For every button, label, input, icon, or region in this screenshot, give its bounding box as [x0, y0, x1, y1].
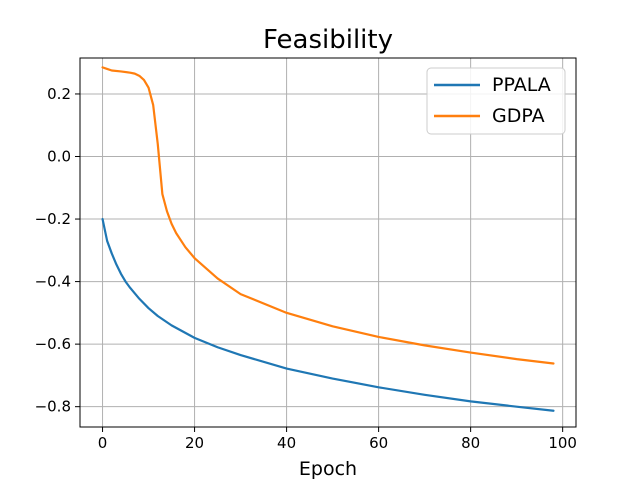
series-line-ppala [101, 217, 555, 412]
x-tick-label: 20 [185, 434, 204, 452]
y-tick-label: 0.2 [47, 85, 71, 103]
x-tick-label: 40 [277, 434, 296, 452]
y-tick-label: −0.6 [35, 335, 71, 353]
y-tick-label: 0.0 [47, 148, 71, 166]
series-line-gdpa [101, 66, 555, 365]
x-tick-label: 80 [461, 434, 480, 452]
x-tick-label: 0 [98, 434, 108, 452]
x-tick-label: 60 [369, 434, 388, 452]
ticks: 0 20 40 60 80 100 −0.8 −0.6 −0.4 −0.2 0.0 0.2 [35, 85, 577, 452]
legend-label-gdpa: GDPA [492, 105, 545, 127]
y-tick-label: −0.4 [35, 273, 71, 291]
chart-title: Feasibility [263, 25, 393, 55]
legend-label-ppala: PPALA [492, 74, 551, 96]
y-tick-label: −0.2 [35, 210, 71, 228]
x-axis-title: Epoch [299, 458, 357, 480]
series-layer [101, 66, 555, 412]
x-tick-label: 100 [548, 434, 577, 452]
plot-frame [79, 57, 577, 428]
y-tick-label: −0.8 [35, 398, 71, 416]
legend: PPALA GDPA [426, 67, 566, 135]
